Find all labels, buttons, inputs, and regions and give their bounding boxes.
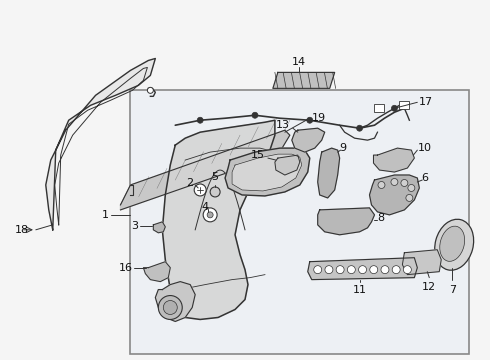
Polygon shape xyxy=(46,58,155,230)
Polygon shape xyxy=(402,250,441,275)
Text: 4: 4 xyxy=(201,202,208,212)
Polygon shape xyxy=(153,222,165,233)
Polygon shape xyxy=(232,154,302,191)
Bar xyxy=(130,90,469,354)
Bar xyxy=(399,101,409,109)
Polygon shape xyxy=(318,208,374,235)
Text: 17: 17 xyxy=(419,97,434,107)
Polygon shape xyxy=(318,148,340,198)
Text: 2: 2 xyxy=(186,178,193,188)
Circle shape xyxy=(207,212,213,218)
Circle shape xyxy=(391,179,398,185)
Circle shape xyxy=(392,266,400,274)
Circle shape xyxy=(194,184,206,196)
Polygon shape xyxy=(308,258,417,280)
Text: 8: 8 xyxy=(377,213,385,223)
Text: 12: 12 xyxy=(422,282,437,292)
Text: 14: 14 xyxy=(292,58,306,67)
Text: 5: 5 xyxy=(212,172,219,182)
Bar xyxy=(131,91,468,353)
Circle shape xyxy=(210,187,220,197)
Text: 9: 9 xyxy=(340,143,347,153)
Circle shape xyxy=(163,301,177,315)
Text: 6: 6 xyxy=(421,173,428,183)
Bar xyxy=(374,104,385,112)
Text: 7: 7 xyxy=(449,285,456,294)
Circle shape xyxy=(203,208,217,222)
Ellipse shape xyxy=(435,219,474,270)
Text: 3: 3 xyxy=(131,221,138,231)
Polygon shape xyxy=(373,148,415,172)
Polygon shape xyxy=(225,148,310,196)
Circle shape xyxy=(408,184,415,192)
Circle shape xyxy=(401,180,408,186)
Circle shape xyxy=(359,266,367,274)
Polygon shape xyxy=(162,120,275,319)
Circle shape xyxy=(370,266,378,274)
Circle shape xyxy=(325,266,333,274)
Text: 19: 19 xyxy=(312,113,326,123)
Text: 1: 1 xyxy=(101,210,108,220)
Circle shape xyxy=(357,125,363,131)
Circle shape xyxy=(378,181,385,189)
Polygon shape xyxy=(275,155,300,175)
Text: 13: 13 xyxy=(276,120,290,130)
Circle shape xyxy=(314,266,322,274)
Circle shape xyxy=(403,266,412,274)
Circle shape xyxy=(392,105,397,111)
Text: 16: 16 xyxy=(119,263,132,273)
Polygon shape xyxy=(155,282,195,321)
Circle shape xyxy=(197,117,203,123)
Circle shape xyxy=(158,296,182,319)
Polygon shape xyxy=(121,130,290,210)
Text: 11: 11 xyxy=(353,285,367,294)
Polygon shape xyxy=(144,262,171,282)
Polygon shape xyxy=(273,72,335,88)
Ellipse shape xyxy=(440,226,465,261)
Circle shape xyxy=(307,117,313,123)
Polygon shape xyxy=(369,175,419,215)
Text: 18: 18 xyxy=(15,225,29,235)
Text: 15: 15 xyxy=(251,150,265,160)
Polygon shape xyxy=(292,128,325,152)
Circle shape xyxy=(147,87,153,93)
Circle shape xyxy=(347,266,355,274)
Circle shape xyxy=(381,266,389,274)
Circle shape xyxy=(336,266,344,274)
Circle shape xyxy=(406,194,413,201)
Circle shape xyxy=(252,112,258,118)
Text: 10: 10 xyxy=(417,143,431,153)
